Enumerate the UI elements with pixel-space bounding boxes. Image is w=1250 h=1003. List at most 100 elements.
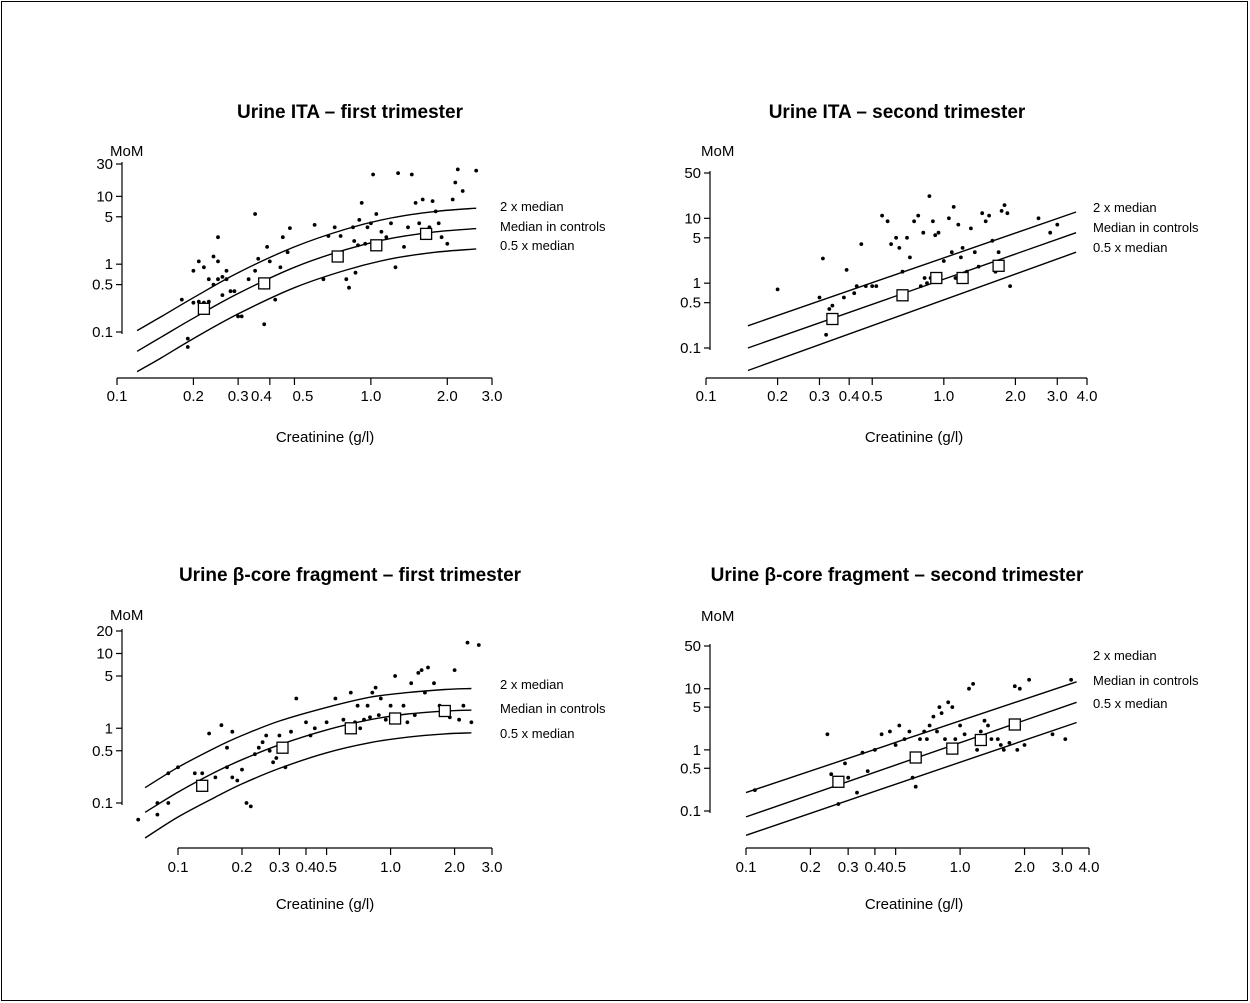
data-point xyxy=(374,212,379,216)
data-point xyxy=(216,277,220,282)
curve-label: 0.5 x median xyxy=(1093,696,1167,711)
x-tick-label: 3.0 xyxy=(482,388,503,405)
curve-label: 0.5 x median xyxy=(1093,240,1167,255)
curve-3 xyxy=(144,732,472,839)
data-point xyxy=(753,788,757,792)
x-tick-label: 0.3 xyxy=(809,388,830,405)
data-point xyxy=(333,696,338,701)
y-tick-label: 0.1 xyxy=(680,340,701,357)
y-axis-label: MoM xyxy=(701,608,734,625)
data-point xyxy=(235,778,240,783)
data-point xyxy=(943,737,947,741)
data-point xyxy=(989,737,994,741)
data-point xyxy=(294,696,299,701)
data-point xyxy=(326,234,331,238)
curve-1 xyxy=(745,681,1077,794)
x-tick-label: 3.0 xyxy=(1047,388,1068,405)
curve-2 xyxy=(144,709,472,813)
data-point xyxy=(321,277,326,282)
data-point xyxy=(439,235,444,240)
data-point xyxy=(897,723,902,728)
data-point xyxy=(430,199,435,204)
median-marker xyxy=(258,277,271,290)
x-tick-label: 0.1 xyxy=(696,388,717,405)
data-point xyxy=(902,737,907,741)
x-axis-label: Creatinine (g/l) xyxy=(276,429,374,446)
data-point xyxy=(825,732,830,737)
data-point xyxy=(846,775,851,780)
chart-panel-3: Urine β-core fragment – first trimester M… xyxy=(92,565,606,913)
data-point xyxy=(413,201,418,205)
data-point xyxy=(219,723,224,728)
median-marker xyxy=(438,704,451,718)
y-tick-label: 10 xyxy=(684,210,701,227)
data-point xyxy=(457,717,461,722)
data-point xyxy=(196,259,201,264)
x-tick-label: 0.4 xyxy=(251,388,272,405)
data-point xyxy=(939,711,944,715)
data-point xyxy=(998,743,1003,747)
median-marker xyxy=(930,271,943,285)
data-point xyxy=(185,336,190,341)
median-marker xyxy=(276,741,289,754)
chart-panel-2: Urine ITA – second trimester MoM Creatinin… xyxy=(680,102,1199,446)
data-point xyxy=(946,700,951,705)
x-tick-label: 0.4 xyxy=(864,859,885,876)
data-point xyxy=(344,277,349,282)
data-point xyxy=(953,276,958,280)
y-tick-label: 5 xyxy=(105,668,113,685)
data-point xyxy=(865,769,870,773)
median-marker xyxy=(896,289,909,302)
median-marker xyxy=(974,733,987,747)
data-point xyxy=(273,297,278,302)
y-tick-label: 10 xyxy=(684,681,701,698)
data-point xyxy=(248,804,253,809)
data-point xyxy=(874,284,879,288)
data-point xyxy=(246,277,251,282)
data-point xyxy=(953,737,958,741)
data-point xyxy=(388,703,393,708)
x-tick-label: 1.0 xyxy=(380,859,401,876)
data-point xyxy=(936,230,941,235)
data-point xyxy=(179,297,184,302)
x-tick-label: 4.0 xyxy=(1077,388,1098,405)
data-point xyxy=(1005,211,1010,216)
data-point xyxy=(253,212,257,216)
curve-label: 2 x median xyxy=(1093,648,1157,663)
data-point xyxy=(947,216,951,221)
data-point xyxy=(351,225,355,230)
data-point xyxy=(202,265,206,270)
y-axis-label: MoM xyxy=(110,143,143,160)
data-point xyxy=(191,268,196,273)
data-point xyxy=(216,235,220,240)
data-point xyxy=(348,690,353,695)
data-point xyxy=(206,277,211,282)
median-marker xyxy=(946,742,959,755)
data-point xyxy=(1007,741,1012,745)
data-point xyxy=(256,745,261,750)
data-point xyxy=(412,713,417,717)
x-tick-label: 0.1 xyxy=(736,859,757,876)
data-point xyxy=(971,682,975,686)
y-tick-label: 1 xyxy=(693,275,701,292)
y-tick-label: 30 xyxy=(96,156,113,173)
data-point xyxy=(921,230,926,235)
curve-1 xyxy=(136,207,477,332)
data-point xyxy=(432,681,436,686)
x-tick-label: 1.0 xyxy=(950,859,971,876)
data-point xyxy=(1012,684,1017,689)
x-tick-label: 0.4 xyxy=(296,859,317,876)
data-point xyxy=(213,775,218,780)
data-point xyxy=(950,705,955,709)
data-point xyxy=(987,213,991,218)
data-point xyxy=(409,172,414,177)
data-point xyxy=(1069,677,1073,682)
x-tick-label: 3.0 xyxy=(482,859,503,876)
data-point xyxy=(176,765,180,770)
data-point xyxy=(852,291,857,296)
x-tick-label: 0.2 xyxy=(767,388,788,405)
data-point xyxy=(1022,743,1027,747)
curve-label: Median in controls xyxy=(500,219,606,234)
data-point xyxy=(910,775,915,780)
curve-label: 0.5 x median xyxy=(500,238,574,253)
